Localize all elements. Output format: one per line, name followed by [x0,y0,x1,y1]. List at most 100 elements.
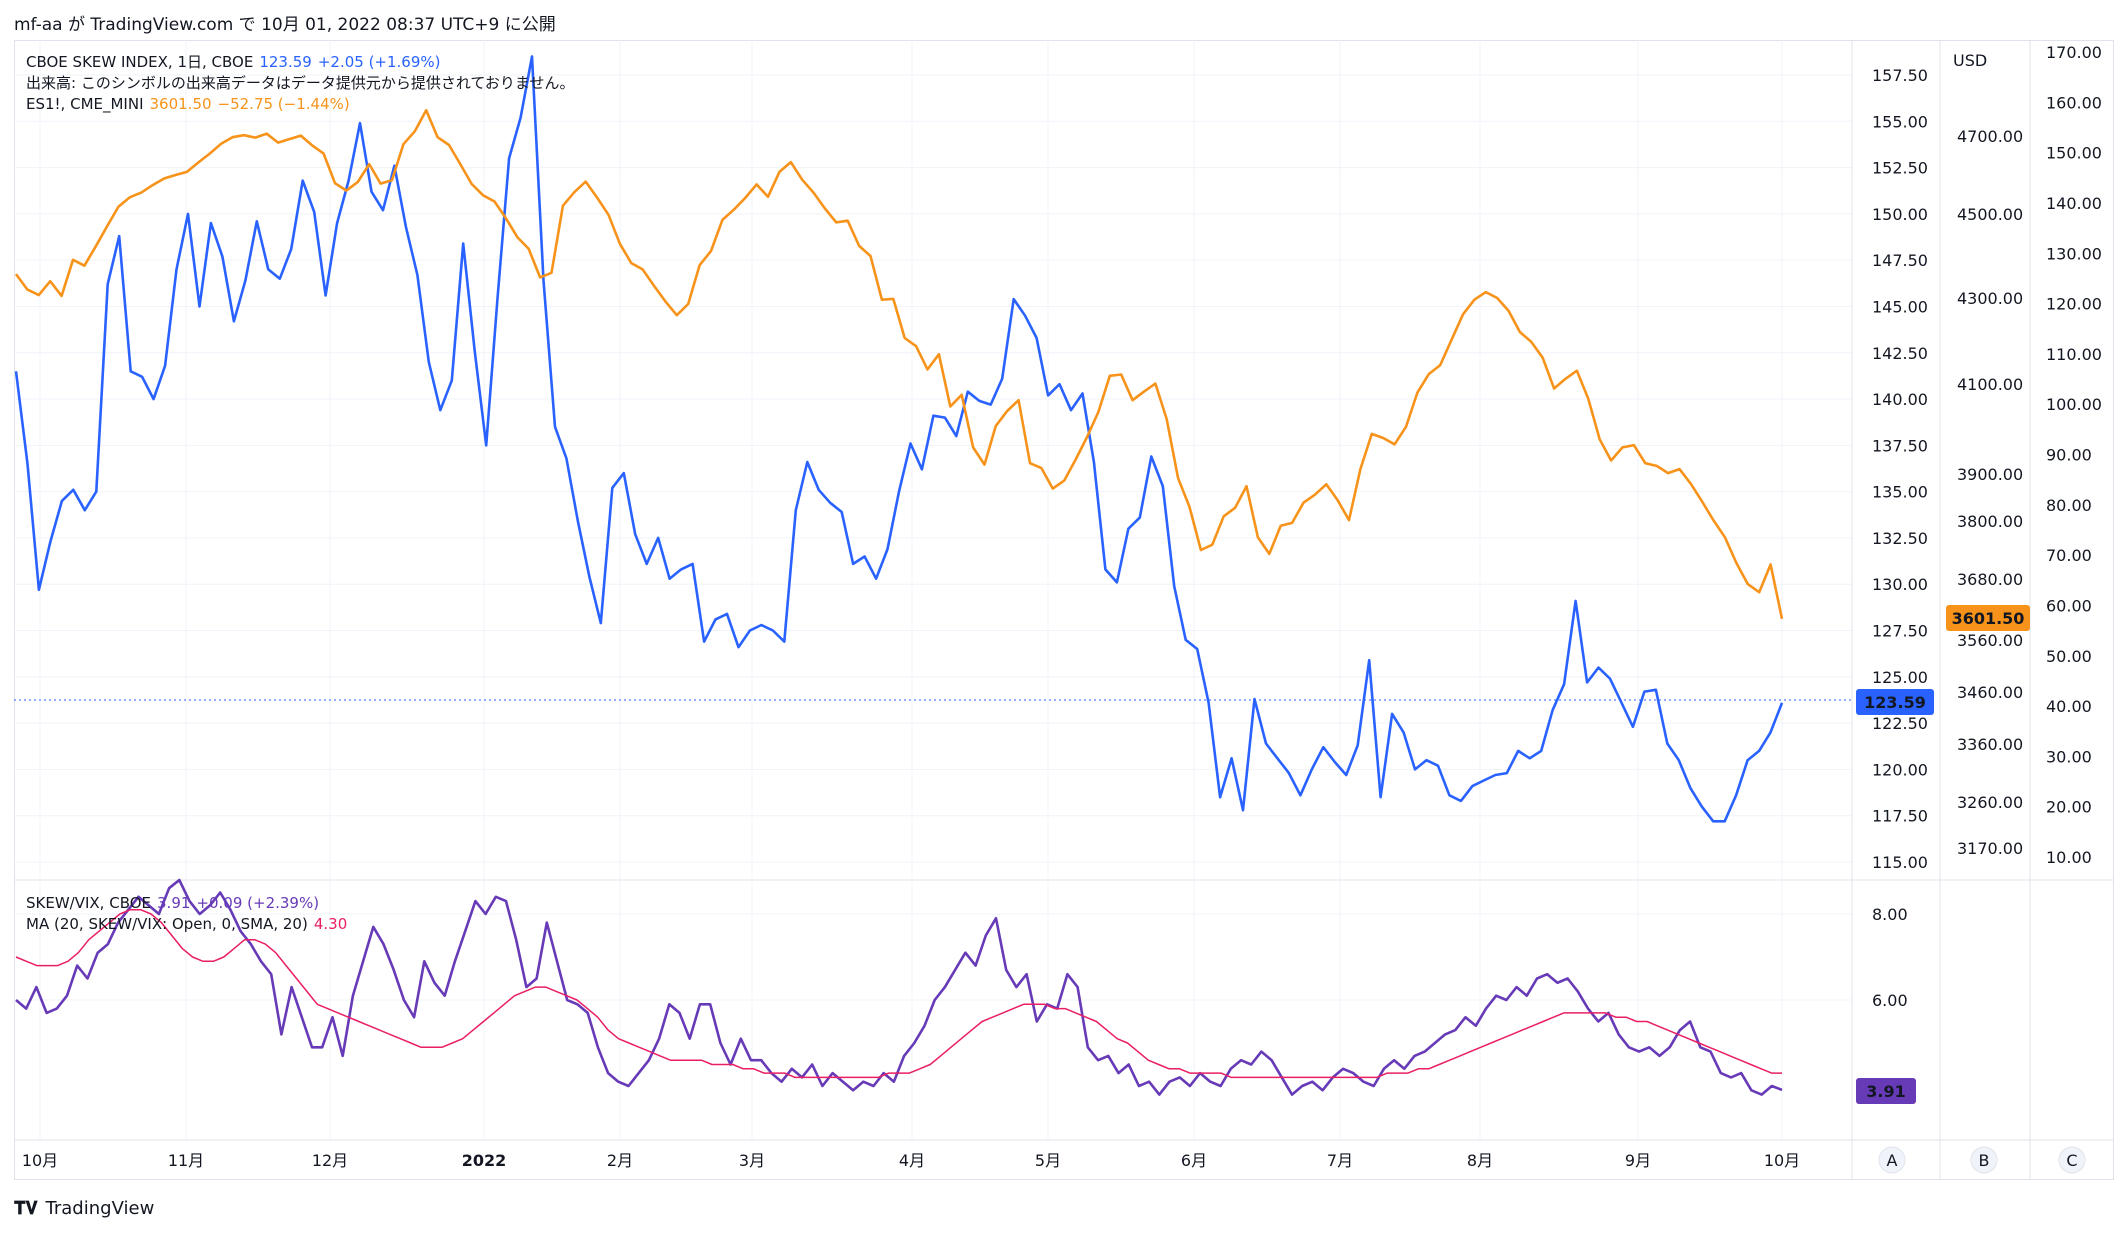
vix-axis-tick: 10.00 [2046,848,2092,867]
skew-axis-tick: 120.00 [1872,760,1928,779]
es-axis-tick: 4100.00 [1957,375,2023,394]
legend-ratio-change: +0.09 (+2.39%) [196,894,320,912]
skew-axis-tick: 115.00 [1872,853,1928,872]
vix-axis-tick: 40.00 [2046,697,2092,716]
legend-ratio-value: 3.91 [157,894,191,912]
vix-axis-tick: 110.00 [2046,345,2102,364]
scale-button-a [1878,1146,1906,1174]
legend-volume-note: 出来高: このシンボルの出来高データはデータ提供元から提供されておりません。 [26,74,575,92]
ratio-last-badge [1856,1078,1916,1104]
es-axis-tick: 3170.00 [1957,839,2023,858]
legend-row-ma: MA (20, SKEW/VIX: Open, 0, SMA, 20) 4.30 [26,914,353,935]
time-axis-tick: 10月 [22,1151,58,1170]
skew-axis-tick: 137.50 [1872,436,1928,455]
es-axis-tick: 3900.00 [1957,465,2023,484]
scale-button-label-b: B [1979,1151,1990,1170]
skew-axis-tick: 145.00 [1872,297,1928,316]
legend-ma-value: 4.30 [313,915,348,933]
skew-axis-tick: 122.50 [1872,714,1928,733]
vix-axis-tick: 80.00 [2046,496,2092,515]
time-axis-tick: 10月 [1764,1151,1800,1170]
legend-main: CBOE SKEW INDEX, 1日, CBOE 123.59 +2.05 (+1… [26,52,580,115]
skew-axis-tick: 130.00 [1872,575,1928,594]
grid-lines [14,40,1852,1140]
legend-skew-change: +2.05 (+1.69%) [317,53,441,71]
legend-skew-value: 123.59 [259,53,312,71]
vix-axis-tick: 130.00 [2046,244,2102,263]
axis-layer: 157.50 155.00 152.50 150.00 147.50 145.00 142.… [22,43,2102,1174]
es-axis-tick: 3260.00 [1957,793,2023,812]
legend-row-ratio: SKEW/VIX, CBOE 3.91 +0.09 (+2.39%) [26,893,353,914]
skew-axis-tick: 135.00 [1872,483,1928,502]
ratio-axis-tick: 8.00 [1872,905,1908,924]
series-line-es1- [14,109,1784,620]
legend-es-name: ES1!, CME_MINI [26,95,144,113]
vix-axis-tick: 60.00 [2046,596,2092,615]
skew-axis-tick: 157.50 [1872,66,1928,85]
series-line-cboe-skew-index [14,55,1784,823]
es-last-badge [1946,605,2030,631]
vix-axis-tick: 90.00 [2046,446,2092,465]
series-line-skew-vix [15,878,1783,1096]
skew-axis-tick: 117.50 [1872,807,1928,826]
time-axis-tick: 2022 [462,1151,507,1170]
es-last-badge-text: 3601.50 [1952,609,2025,628]
vix-axis-tick: 160.00 [2046,93,2102,112]
ratio-last-badge-text: 3.91 [1866,1082,1905,1101]
time-axis-tick: 2月 [607,1151,633,1170]
time-axis-tick: 12月 [312,1151,348,1170]
vix-axis-tick: 70.00 [2046,546,2092,565]
es-axis-tick: 4700.00 [1957,127,2023,146]
skew-axis-tick: 140.00 [1872,390,1928,409]
legend-lower: SKEW/VIX, CBOE 3.91 +0.09 (+2.39%) MA (20,… [26,893,353,935]
es-axis-tick: 4500.00 [1957,205,2023,224]
skew-axis-tick: 132.50 [1872,529,1928,548]
es-axis-tick: 3560.00 [1957,631,2023,650]
time-axis-tick: 6月 [1181,1151,1207,1170]
skew-axis-tick: 152.50 [1872,159,1928,178]
skew-axis-tick: 150.00 [1872,205,1928,224]
es-axis-tick: 4300.00 [1957,289,2023,308]
footer-brand: TradingView [45,1198,155,1219]
skew-last-badge-text: 123.59 [1864,693,1926,712]
time-axis-tick: 4月 [899,1151,925,1170]
time-axis-tick: 7月 [1327,1151,1353,1170]
series-layer [14,55,1784,1096]
legend-row-volume: 出来高: このシンボルの出来高データはデータ提供元から提供されておりません。 [26,73,580,94]
time-axis-tick: 3月 [739,1151,765,1170]
ratio-axis-tick: 6.00 [1872,991,1908,1010]
scale-button-label-c: C [2066,1151,2077,1170]
vix-axis-tick: 100.00 [2046,395,2102,414]
skew-axis-tick: 125.00 [1872,668,1928,687]
publish-header: mf-aa が TradingView.com で 10月 01, 2022 0… [14,15,556,35]
time-axis-tick: 8月 [1467,1151,1493,1170]
time-axis-tick: 9月 [1625,1151,1651,1170]
scale-button-c [2058,1146,2086,1174]
series-line-ma-20-skew-vix- [15,908,1782,1079]
vix-axis-tick: 170.00 [2046,43,2102,62]
legend-ma-name: MA (20, SKEW/VIX: Open, 0, SMA, 20) [26,915,308,933]
vix-axis-tick: 140.00 [2046,194,2102,213]
vix-axis-tick: 150.00 [2046,144,2102,163]
vix-axis-tick: 30.00 [2046,747,2092,766]
skew-last-badge [1856,689,1934,715]
skew-axis-tick: 127.50 [1872,622,1928,641]
vix-axis-tick: 120.00 [2046,295,2102,314]
legend-row-skew: CBOE SKEW INDEX, 1日, CBOE 123.59 +2.05 (+1… [26,52,580,73]
time-axis-tick: 5月 [1035,1151,1061,1170]
vix-axis-tick: 20.00 [2046,798,2092,817]
legend-ratio-name: SKEW/VIX, CBOE [26,894,152,912]
scale-button-label-a: A [1887,1151,1898,1170]
skew-axis-tick: 155.00 [1872,112,1928,131]
chart-frame[interactable] [14,40,2114,1180]
es-axis-tick: 3360.00 [1957,735,2023,754]
es-axis-tick: 3800.00 [1957,512,2023,531]
time-axis-tick: 11月 [168,1151,204,1170]
legend-es-value: 3601.50 [149,95,212,113]
es-axis-tick: 3460.00 [1957,683,2023,702]
skew-axis-tick: 147.50 [1872,251,1928,270]
scale-button-b [1970,1146,1998,1174]
footer: 𝐓𝐕 TradingView [14,1198,154,1219]
legend-skew-name: CBOE SKEW INDEX, 1日, CBOE [26,53,254,71]
